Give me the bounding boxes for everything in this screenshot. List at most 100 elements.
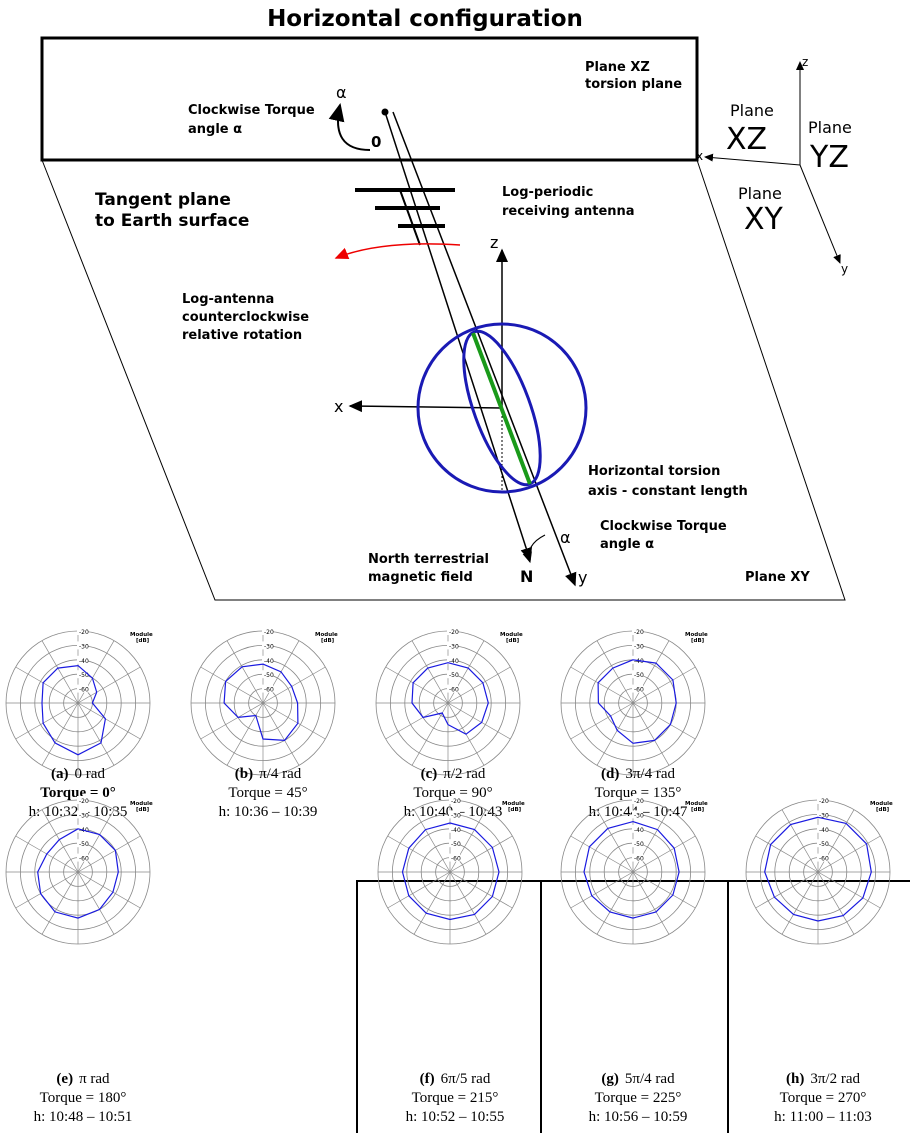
sphere xyxy=(416,322,588,494)
unit-label: [dB] xyxy=(136,638,150,644)
r-tick-label: -30 xyxy=(634,812,644,819)
tick-bg xyxy=(447,670,458,679)
torsion-ellipse xyxy=(462,329,542,487)
tick-bg xyxy=(449,796,460,804)
r-tick-label: -40 xyxy=(451,827,461,834)
module-label: Module xyxy=(870,801,893,807)
label: torsion plane xyxy=(585,77,682,92)
tick-bg xyxy=(632,684,643,693)
pattern-curve xyxy=(41,664,107,756)
label: x xyxy=(334,397,343,416)
caption-angle: 5π/4 rad xyxy=(625,1071,675,1087)
spoke xyxy=(632,702,696,740)
spoke xyxy=(387,835,451,873)
label: y xyxy=(841,262,848,276)
r-tick-label: -60 xyxy=(79,856,89,863)
r-tick-label: -60 xyxy=(264,687,274,694)
torque-arrow-bottom xyxy=(522,534,546,564)
r-tick-label: -50 xyxy=(449,672,459,679)
r-tick-label: -30 xyxy=(79,643,89,650)
label: angle α xyxy=(600,537,654,552)
module-label: Module xyxy=(130,632,153,638)
r-tick-label: -20 xyxy=(451,798,461,805)
caption-angle: 6π/5 rad xyxy=(441,1071,491,1087)
caption-label: (f) xyxy=(420,1071,435,1087)
caption-angle: 0 rad xyxy=(75,766,106,782)
caption-hours: h: 11:00 – 11:03 xyxy=(774,1109,872,1125)
label: Log-periodic xyxy=(502,185,593,200)
label: magnetic field xyxy=(368,570,473,585)
caption-hours: h: 10:48 – 10:51 xyxy=(34,1109,133,1125)
label: α xyxy=(336,83,347,102)
r-tick-label: -50 xyxy=(79,672,89,679)
label: Horizontal torsion xyxy=(588,464,720,479)
tick-bg xyxy=(632,655,643,664)
spoke xyxy=(817,835,881,873)
r-tick-label: -40 xyxy=(819,827,829,834)
tick-bg xyxy=(632,627,643,635)
r-tick-label: -20 xyxy=(264,629,274,636)
caption-title: (e) π rad xyxy=(56,1071,110,1087)
spoke xyxy=(817,871,855,935)
spoke xyxy=(385,666,449,704)
spoke xyxy=(817,871,881,909)
caption-hours: h: 10:52 – 10:55 xyxy=(406,1109,505,1125)
spoke xyxy=(200,702,264,740)
tick-bg xyxy=(77,627,88,635)
spoke xyxy=(449,871,513,909)
label: receiving antenna xyxy=(502,204,635,219)
caption-label: (e) xyxy=(56,1071,73,1087)
spoke xyxy=(15,702,79,740)
label: XZ xyxy=(726,122,767,157)
caption-label: (h) xyxy=(786,1071,804,1087)
pattern-curve xyxy=(223,663,299,742)
rotation-arrow xyxy=(334,243,461,260)
spoke xyxy=(570,666,634,704)
label: relative rotation xyxy=(182,328,302,343)
caption-torque: Torque = 45° xyxy=(228,785,307,801)
tangent-plane xyxy=(41,159,846,601)
r-tick-label: -20 xyxy=(79,629,89,636)
spoke xyxy=(570,871,634,909)
caption-angle: π rad xyxy=(79,1071,110,1087)
spoke xyxy=(77,640,115,704)
tick-bg xyxy=(632,670,643,679)
spoke xyxy=(447,640,485,704)
polar-plot: -20 -30 -40 -50 -60 Module[dB] (g) 5π/4 rad Torq… xyxy=(560,796,708,1125)
spoke xyxy=(596,809,634,873)
tick-bg xyxy=(262,670,273,679)
caption-torque: Torque = 225° xyxy=(595,1090,682,1106)
unit-label: [dB] xyxy=(321,638,335,644)
tick-bg xyxy=(817,810,828,819)
unit-label: [dB] xyxy=(508,807,522,813)
tick-bg xyxy=(449,853,460,862)
pattern-curve xyxy=(764,816,872,922)
pattern-curve xyxy=(411,662,489,735)
antenna-boom xyxy=(399,189,421,246)
r-tick-label: -20 xyxy=(79,798,89,805)
r-tick-label: -60 xyxy=(634,856,644,863)
spoke xyxy=(447,702,511,740)
spoke xyxy=(596,640,634,704)
spoke xyxy=(77,666,141,704)
label: Clockwise Torque xyxy=(188,103,315,118)
diagram xyxy=(40,36,846,601)
r-tick-label: -50 xyxy=(451,841,461,848)
spoke xyxy=(570,702,634,740)
caption-torque: Torque = 215° xyxy=(412,1090,499,1106)
caption-angle: 3π/2 rad xyxy=(810,1071,860,1087)
tick-bg xyxy=(77,796,88,804)
tick-bg xyxy=(77,853,88,862)
caption-title: (g) 5π/4 rad xyxy=(601,1071,675,1087)
tick-bg xyxy=(447,627,458,635)
tick-bg xyxy=(449,810,460,819)
torque-arrow xyxy=(328,103,371,151)
spoke xyxy=(387,871,451,909)
caption-title: (d) 3π/4 rad xyxy=(601,766,675,782)
spoke xyxy=(447,666,511,704)
spoke xyxy=(632,640,670,704)
r-tick-label: -40 xyxy=(264,658,274,665)
module-label: Module xyxy=(315,632,338,638)
